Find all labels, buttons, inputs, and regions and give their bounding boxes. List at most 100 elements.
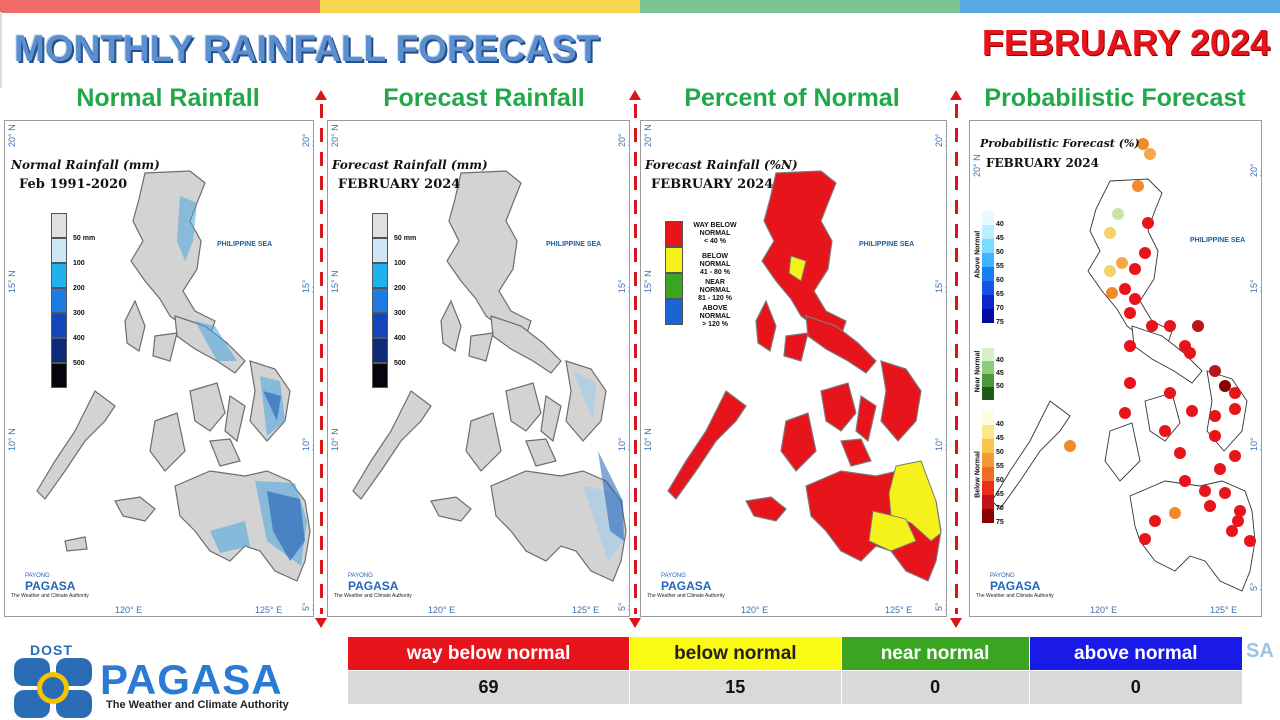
legend-value: 45 xyxy=(996,370,1004,377)
lon-tick: 125° E xyxy=(885,605,913,615)
station-dot xyxy=(1232,515,1244,527)
lat-tick: 20° N xyxy=(972,154,982,177)
category-count-table: way below normal below normal near norma… xyxy=(346,636,1244,705)
station-dot xyxy=(1137,138,1149,150)
lat-tick: 5° N xyxy=(1249,582,1261,591)
legend-label: 500 xyxy=(73,360,85,367)
legend-swatch xyxy=(51,263,67,288)
philippines-map-percent xyxy=(667,170,942,582)
legend-swatch xyxy=(372,313,388,338)
station-dot xyxy=(1139,247,1151,259)
legend-value: 65 xyxy=(996,491,1004,498)
legend-label: BELOW NORMAL 41 - 80 % xyxy=(699,253,731,276)
legend-swatch xyxy=(51,313,67,338)
legend-swatch xyxy=(51,363,67,388)
mini-pagasa-logo: PAYONG PAGASA The Weather and Climate Auth… xyxy=(11,573,89,599)
legend-value: 70 xyxy=(996,505,1004,512)
station-dot xyxy=(1129,263,1141,275)
mini-pagasa-logo: PAYONG PAGASA The Weather and Climate Auth… xyxy=(976,573,1054,599)
pagasa-wordmark: PAGASA xyxy=(100,656,283,703)
legend-title: Near Normal xyxy=(974,350,982,393)
legend-label: ABOVE NORMAL > 120 % xyxy=(699,305,731,328)
station-dot xyxy=(1214,463,1226,475)
station-dot xyxy=(1199,485,1211,497)
station-dot xyxy=(1209,365,1221,377)
legend-value: 75 xyxy=(996,519,1004,526)
color-stripe xyxy=(0,0,1280,13)
station-dot xyxy=(1229,403,1241,415)
legend-label: 300 xyxy=(394,310,406,317)
station-dot xyxy=(1219,380,1231,392)
lat-tick: 15° N xyxy=(330,270,340,293)
legend-label: 500 xyxy=(394,360,406,367)
station-dot xyxy=(1112,208,1124,220)
stripe-blue xyxy=(960,0,1280,13)
station-dot xyxy=(1229,387,1241,399)
station-dot xyxy=(1124,340,1136,352)
inner-title: Forecast Rainfall (%N) xyxy=(645,158,798,172)
lat-tick: 10° N xyxy=(1249,437,1261,451)
legend-swatch xyxy=(665,221,683,247)
station-dot xyxy=(1139,533,1151,545)
lon-tick: 120° E xyxy=(428,605,456,615)
map-probabilistic: Probabilistic Forecast (%) FEBRUARY 2024… xyxy=(969,120,1262,617)
station-dot xyxy=(1119,407,1131,419)
count-below-normal: 15 xyxy=(629,670,842,705)
legend-near-normal: Near Normal 40 45 50 xyxy=(975,348,1004,400)
lon-tick: 120° E xyxy=(1090,605,1118,615)
station-dot xyxy=(1226,525,1238,537)
month-label: FEBRUARY 2024 xyxy=(981,22,1270,63)
station-dot xyxy=(1209,430,1221,442)
station-dot xyxy=(1164,320,1176,332)
count-above-normal: 0 xyxy=(1028,670,1244,705)
legend-above-normal: Above Normal 40 45 50 55 60 65 70 75 xyxy=(975,211,1004,326)
lat-tick: 5° N xyxy=(617,602,629,611)
station-dot xyxy=(1132,180,1144,192)
category-header-row: way below normal below normal near norma… xyxy=(346,636,1244,671)
pagasa-logo-icon xyxy=(14,658,92,718)
station-dot xyxy=(1186,405,1198,417)
rainfall-legend: 50 mm 100 200 300 400 500 xyxy=(372,213,416,388)
station-dot xyxy=(1129,293,1141,305)
page-title: MONTHLY RAINFALL FORECAST xyxy=(14,28,600,69)
philippines-map-normal xyxy=(36,170,311,582)
panel-title-normal: Normal Rainfall xyxy=(76,84,260,112)
legend-label: 50 mm xyxy=(73,235,96,242)
station-dot xyxy=(1104,265,1116,277)
lat-tick: 15° N xyxy=(617,279,629,293)
legend-label: 100 xyxy=(73,260,85,267)
legend-swatch xyxy=(665,273,683,299)
lat-tick: 10° N xyxy=(7,428,17,451)
legend-swatch xyxy=(372,288,388,313)
category-near-normal: near normal xyxy=(840,636,1030,671)
lat-tick: 20° N xyxy=(643,124,653,147)
lon-tick: 120° E xyxy=(115,605,143,615)
legend-swatch xyxy=(372,213,388,238)
station-dot xyxy=(1179,475,1191,487)
legend-value: 50 xyxy=(996,249,1004,256)
stripe-yellow xyxy=(320,0,640,13)
legend-swatch xyxy=(665,299,683,325)
station-dot xyxy=(1204,500,1216,512)
legend-value: 40 xyxy=(996,221,1004,228)
legend-label: WAY BELOW NORMAL < 40 % xyxy=(693,222,737,245)
legend-swatch xyxy=(51,288,67,313)
legend-value: 55 xyxy=(996,463,1004,470)
stripe-green xyxy=(640,0,960,13)
legend-value: 40 xyxy=(996,421,1004,428)
inner-subtitle: FEBRUARY 2024 xyxy=(651,177,774,192)
station-dot xyxy=(1164,387,1176,399)
lat-tick: 15° N xyxy=(301,279,313,293)
map-percent-normal: Forecast Rainfall (%N) FEBRUARY 2024 WAY… xyxy=(640,120,947,617)
legend-label: 50 mm xyxy=(394,235,417,242)
left-rule xyxy=(0,12,2,88)
station-dot xyxy=(1119,283,1131,295)
legend-value: 55 xyxy=(996,263,1004,270)
lat-tick: 5° N xyxy=(934,602,946,611)
lat-tick: 10° N xyxy=(617,437,629,451)
station-dot xyxy=(1124,377,1136,389)
legend-value: 45 xyxy=(996,435,1004,442)
map-forecast-rainfall: Forecast Rainfall (mm) FEBRUARY 2024 50 … xyxy=(327,120,630,617)
dost-label: DOST xyxy=(30,642,73,658)
percent-legend: WAY BELOW NORMAL < 40 % BELOW NORMAL 41 - … xyxy=(665,221,737,328)
